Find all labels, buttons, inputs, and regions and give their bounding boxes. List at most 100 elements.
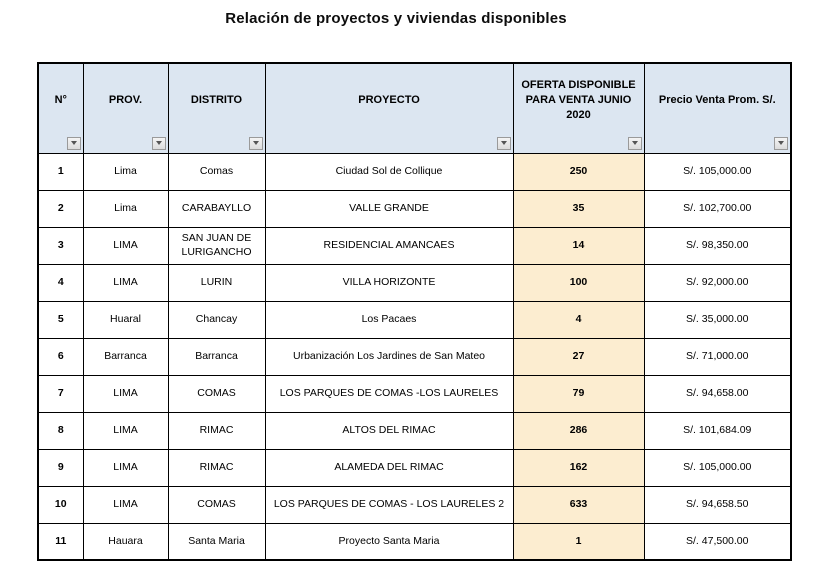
provincia-cell: LIMA (82, 411, 169, 450)
oferta-cell: 100 (512, 263, 645, 302)
column-header-label: N° (54, 93, 67, 106)
oferta-cell: 1 (512, 522, 645, 561)
projects-table: N° PROV. DISTRITO PROYECTO OFERTA DISPON… (37, 62, 792, 561)
provincia-cell: LIMA (82, 226, 169, 265)
proyecto-cell: VALLE GRANDE (264, 189, 514, 228)
row-number-cell: 10 (37, 485, 84, 524)
provincia-cell: LIMA (82, 485, 169, 524)
row-number-cell: 11 (37, 522, 84, 561)
provincia-cell: Hauara (82, 522, 169, 561)
row-number-cell: 2 (37, 189, 84, 228)
page-title: Relación de proyectos y viviendas dispon… (225, 10, 567, 27)
column-header-label: PROYECTO (358, 93, 420, 106)
column-header-label: PROV. (108, 93, 143, 106)
proyecto-cell: LOS PARQUES DE COMAS - LOS LAURELES 2 (264, 485, 514, 524)
proyecto-cell: RESIDENCIAL AMANCAES (264, 226, 514, 265)
table-row: 7 LIMA COMAS LOS PARQUES DE COMAS -LOS LAUR… (37, 374, 792, 413)
table-body: 1 Lima Comas Ciudad Sol de Collique 250 S/. 1… (37, 152, 792, 561)
precio-cell: S/. 101,684.09 (643, 411, 792, 450)
table-row: 8 LIMA RIMAC ALTOS DEL RIMAC 286 S/. 101,684.… (37, 411, 792, 450)
triangle-down-icon (631, 141, 638, 145)
column-header-label: Precio Venta Prom. S/. (658, 93, 776, 106)
oferta-cell: 162 (512, 448, 645, 487)
row-number-cell: 8 (37, 411, 84, 450)
column-header-label: DISTRITO (190, 93, 243, 106)
oferta-cell: 35 (512, 189, 645, 228)
distrito-cell: RIMAC (167, 448, 266, 487)
provincia-cell: LIMA (82, 374, 169, 413)
triangle-down-icon (70, 141, 77, 145)
row-number-cell: 5 (37, 300, 84, 339)
proyecto-cell: ALAMEDA DEL RIMAC (264, 448, 514, 487)
provincia-cell: LIMA (82, 448, 169, 487)
proyecto-cell: Ciudad Sol de Collique (264, 152, 514, 191)
provincia-cell: Huaral (82, 300, 169, 339)
column-header-distrito: DISTRITO (167, 62, 266, 154)
table-row: 1 Lima Comas Ciudad Sol de Collique 250 S/. 1… (37, 152, 792, 191)
distrito-cell: COMAS (167, 374, 266, 413)
provincia-cell: Lima (82, 189, 169, 228)
filter-dropdown-icon[interactable] (774, 136, 788, 150)
row-number-cell: 6 (37, 337, 84, 376)
precio-cell: S/. 94,658.00 (643, 374, 792, 413)
distrito-cell: LURIN (167, 263, 266, 302)
proyecto-cell: Urbanización Los Jardines de San Mateo (264, 337, 514, 376)
table-row: 3 LIMA SAN JUAN DE LURIGANCHO RESIDENCIAL A… (37, 226, 792, 265)
row-number-cell: 4 (37, 263, 84, 302)
projects-table-container: N° PROV. DISTRITO PROYECTO OFERTA DISPON… (37, 62, 792, 561)
header-row: N° PROV. DISTRITO PROYECTO OFERTA DISPON… (37, 62, 792, 154)
row-number-cell: 3 (37, 226, 84, 265)
column-header-proyecto: PROYECTO (264, 62, 514, 154)
distrito-cell: COMAS (167, 485, 266, 524)
column-header-label: OFERTA DISPONIBLE PARA VENTA JUNIO 2020 (521, 78, 636, 121)
proyecto-cell: VILLA HORIZONTE (264, 263, 514, 302)
oferta-cell: 27 (512, 337, 645, 376)
precio-cell: S/. 71,000.00 (643, 337, 792, 376)
provincia-cell: Lima (82, 152, 169, 191)
filter-dropdown-icon[interactable] (248, 136, 263, 150)
oferta-cell: 633 (512, 485, 645, 524)
triangle-down-icon (155, 141, 162, 145)
precio-cell: S/. 105,000.00 (643, 152, 792, 191)
distrito-cell: CARABAYLLO (167, 189, 266, 228)
distrito-cell: Santa Maria (167, 522, 266, 561)
table-row: 6 Barranca Barranca Urbanización Los Jardin… (37, 337, 792, 376)
precio-cell: S/. 94,658.50 (643, 485, 792, 524)
column-header-precio: Precio Venta Prom. S/. (643, 62, 792, 154)
oferta-cell: 79 (512, 374, 645, 413)
table-row: 10 LIMA COMAS LOS PARQUES DE COMAS - LOS LA… (37, 485, 792, 524)
precio-cell: S/. 102,700.00 (643, 189, 792, 228)
distrito-cell: Comas (167, 152, 266, 191)
proyecto-cell: Los Pacaes (264, 300, 514, 339)
column-header-numero: N° (37, 62, 84, 154)
row-number-cell: 1 (37, 152, 84, 191)
distrito-cell: Barranca (167, 337, 266, 376)
triangle-down-icon (252, 141, 259, 145)
oferta-cell: 286 (512, 411, 645, 450)
provincia-cell: Barranca (82, 337, 169, 376)
table-row: 2 Lima CARABAYLLO VALLE GRANDE 35 S/. 102,700… (37, 189, 792, 228)
proyecto-cell: LOS PARQUES DE COMAS -LOS LAURELES (264, 374, 514, 413)
oferta-cell: 14 (512, 226, 645, 265)
distrito-cell: RIMAC (167, 411, 266, 450)
column-header-prov: PROV. (82, 62, 169, 154)
proyecto-cell: Proyecto Santa Maria (264, 522, 514, 561)
column-header-oferta: OFERTA DISPONIBLE PARA VENTA JUNIO 2020 (512, 62, 645, 154)
distrito-cell: Chancay (167, 300, 266, 339)
row-number-cell: 9 (37, 448, 84, 487)
triangle-down-icon (778, 141, 784, 145)
table-row: 4 LIMA LURIN VILLA HORIZONTE 100 S/. 92,000.0… (37, 263, 792, 302)
filter-dropdown-icon[interactable] (627, 136, 642, 150)
table-row: 9 LIMA RIMAC ALAMEDA DEL RIMAC 162 S/. 105,00… (37, 448, 792, 487)
filter-dropdown-icon[interactable] (496, 136, 511, 150)
oferta-cell: 4 (512, 300, 645, 339)
precio-cell: S/. 92,000.00 (643, 263, 792, 302)
triangle-down-icon (500, 141, 507, 145)
filter-dropdown-icon[interactable] (66, 136, 81, 150)
proyecto-cell: ALTOS DEL RIMAC (264, 411, 514, 450)
oferta-cell: 250 (512, 152, 645, 191)
row-number-cell: 7 (37, 374, 84, 413)
filter-dropdown-icon[interactable] (151, 136, 166, 150)
precio-cell: S/. 35,000.00 (643, 300, 792, 339)
provincia-cell: LIMA (82, 263, 169, 302)
